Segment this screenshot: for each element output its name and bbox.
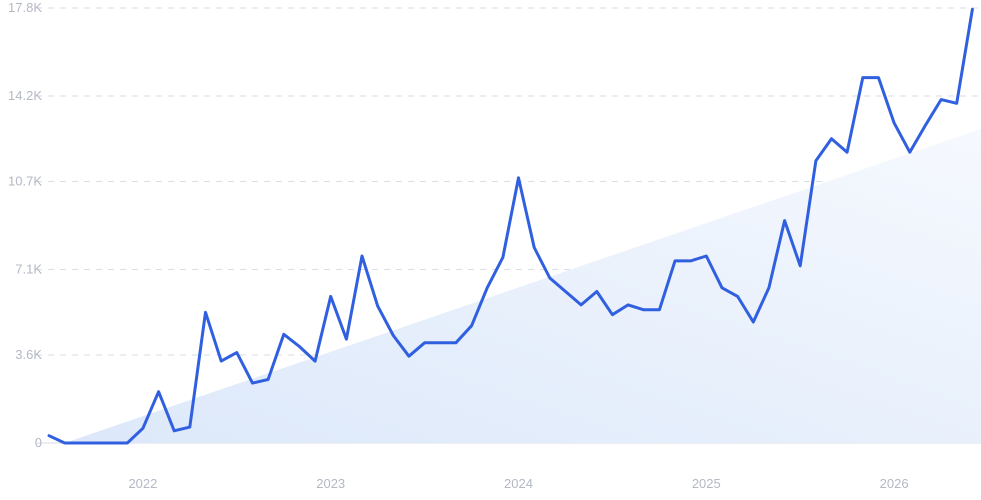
x-axis: 2022 2023 2024 2025 2026 [128,476,908,491]
x-tick-label: 2022 [128,476,157,491]
trend-area [64,128,981,443]
series-line [47,7,974,445]
y-tick-label: 17.8K [8,0,42,15]
trend-layer [64,128,981,443]
x-tick-label: 2025 [692,476,721,491]
x-tick-label: 2023 [316,476,345,491]
y-tick-label: 7.1K [15,261,42,276]
y-tick-label: 0 [35,435,42,450]
y-tick-label: 10.7K [8,174,42,189]
y-axis: 0 3.6K 7.1K 10.7K 14.2K 17.8K [8,0,42,450]
x-tick-label: 2026 [880,476,909,491]
y-tick-label: 14.2K [8,88,42,103]
y-tick-label: 3.6K [15,347,42,362]
series-layer [47,7,974,445]
x-tick-label: 2024 [504,476,533,491]
